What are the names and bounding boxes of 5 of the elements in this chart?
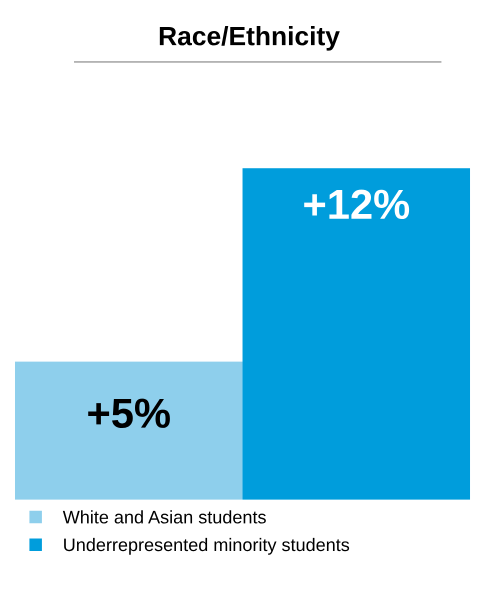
legend-label: Underrepresented minority students	[64, 538, 350, 555]
data-label: +5%	[88, 398, 170, 428]
data-label: +12%	[304, 190, 410, 220]
legend-label: White and Asian students	[62, 510, 266, 524]
chart-title: Race/Ethnicity	[160, 26, 340, 51]
